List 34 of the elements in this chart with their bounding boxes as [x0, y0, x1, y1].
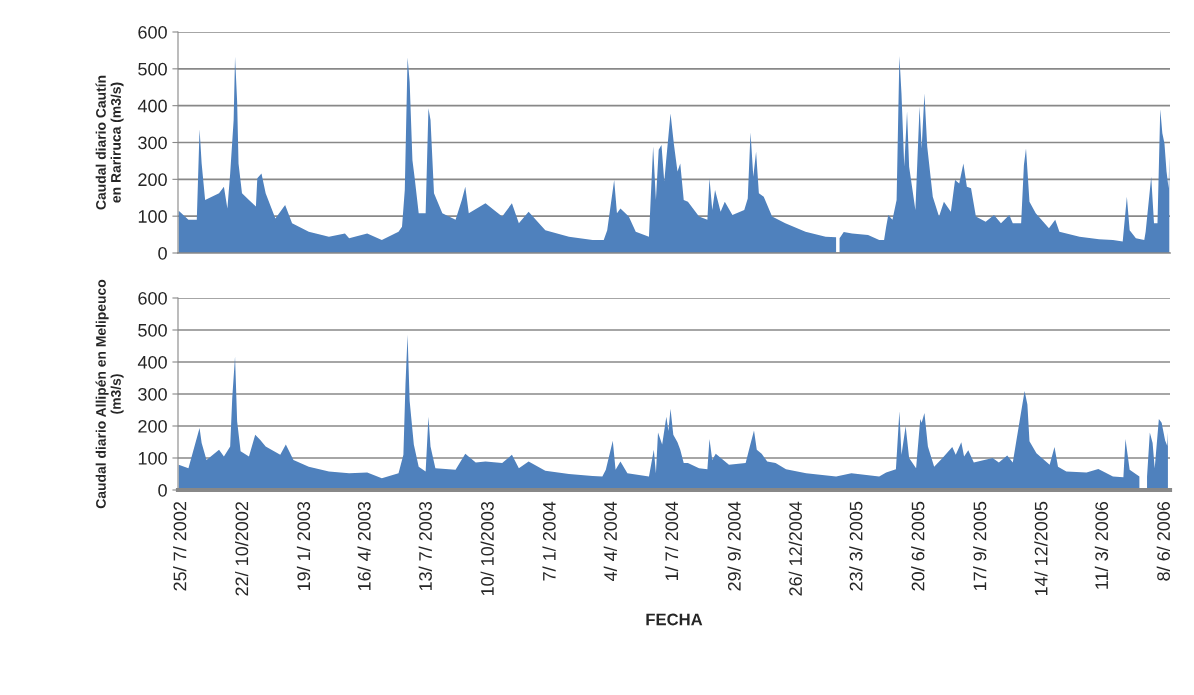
x-tick-label: 7/ 1/ 2004 [542, 501, 556, 581]
y-tick-label: 600 [138, 291, 167, 305]
x-tick-label: 8/ 6/ 2006 [1156, 501, 1170, 581]
x-tick-label: 20/ 6/ 2005 [911, 501, 925, 591]
y-tick-label: 300 [138, 136, 167, 150]
x-tick-label: 17/ 9/ 2005 [973, 501, 987, 591]
x-tick-label: 13/ 7/ 2003 [418, 501, 432, 591]
x-tick-label: 19/ 1/ 2003 [296, 501, 311, 591]
y-tick-label: 0 [158, 246, 167, 260]
y-tick-label: 500 [138, 323, 167, 337]
y-tick-label: 0 [158, 483, 167, 497]
y-axis-title: Caudal diario Allipén en Melipeuco (m3/s) [95, 279, 124, 509]
x-tick-label: 22/ 10/2002 [234, 502, 249, 596]
y-tick-label: 600 [138, 25, 167, 39]
y-tick-label: 100 [138, 451, 167, 465]
x-tick-label: 10/ 10/2003 [480, 501, 494, 596]
y-tick-label: 400 [137, 99, 167, 113]
x-tick-label: 23/ 3/ 2005 [849, 501, 863, 591]
x-axis-title: FECHA [646, 613, 703, 626]
x-tick-label: 11/ 3/ 2006 [1094, 501, 1109, 589]
y-tick-label: 500 [138, 62, 167, 76]
y-tick-label: 400 [137, 355, 167, 369]
x-tick-label: 4/ 4/ 2004 [603, 501, 617, 581]
x-tick-label: 25/ 7/ 2002 [173, 502, 187, 591]
x-tick-label: 16/ 4/ 2003 [357, 501, 371, 591]
y-axis-title: Caudal diario Cautín en Rariruca (m3/s) [95, 75, 124, 210]
x-tick-label: 26/ 12/2004 [788, 501, 802, 596]
x-tick-label: 1/ 7/ 2004 [664, 501, 679, 581]
y-tick-label: 200 [138, 419, 167, 433]
y-tick-label: 200 [138, 173, 167, 187]
y-tick-label: 300 [138, 387, 167, 401]
x-tick-label: 29/ 9/ 2004 [727, 501, 741, 591]
x-tick-label: 14/ 12/2005 [1034, 501, 1048, 596]
y-tick-label: 100 [138, 210, 167, 223]
